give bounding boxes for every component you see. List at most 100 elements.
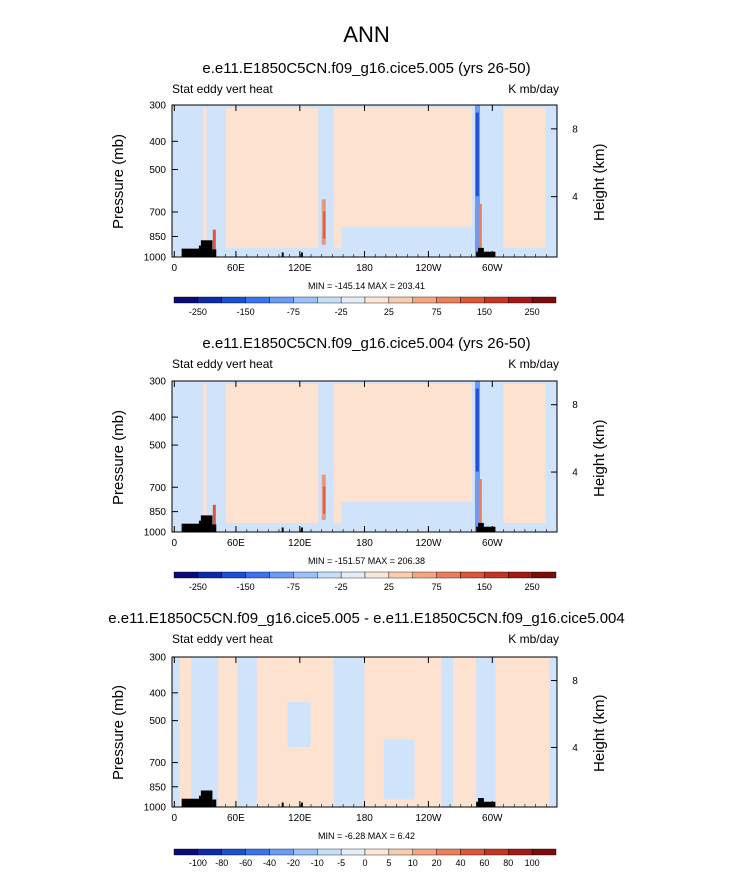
topography-mask	[200, 515, 213, 532]
positive-peak	[478, 479, 482, 525]
y-tick-label: 850	[149, 782, 166, 793]
topography-mask	[476, 526, 496, 532]
y-tick-label: 700	[149, 758, 166, 769]
colorbar-swatch	[317, 848, 342, 856]
colorbar-swatch	[269, 571, 294, 579]
positive-peak	[212, 229, 216, 250]
colorbar-swatch	[460, 296, 485, 304]
positive-region	[202, 384, 207, 523]
x-tick-label: 120W	[415, 263, 442, 274]
y-tick-label: 300	[149, 653, 166, 664]
colorbar-swatch	[508, 571, 533, 579]
colorbar-swatch	[412, 296, 437, 304]
x-tick-label: 120E	[288, 813, 312, 824]
y-right-tick-label: 8	[572, 676, 578, 687]
colorbar-label: 0	[362, 858, 367, 868]
topography-mask	[212, 799, 217, 807]
negative-region	[287, 702, 311, 747]
colorbar-swatch	[364, 848, 390, 856]
contour-field	[172, 105, 557, 257]
topography-mask	[300, 252, 303, 257]
x-tick-label: 0	[172, 813, 178, 824]
panel-title: e.e11.E1850C5CN.f09_g16.cice5.005 - e.e1…	[108, 610, 625, 627]
colorbar-label: -75	[287, 582, 300, 592]
panel-title: e.e11.E1850C5CN.f09_g16.cice5.004 (yrs 2…	[202, 335, 531, 352]
y-right-tick-label: 8	[572, 124, 578, 135]
colorbar-label: -150	[237, 307, 255, 317]
right-string: K mb/day	[508, 357, 559, 371]
topography-mask	[300, 527, 303, 532]
positive-region	[495, 657, 550, 807]
positive-region	[333, 108, 473, 248]
right-string: K mb/day	[508, 632, 559, 646]
colorbar-label: 250	[525, 582, 540, 592]
colorbar-swatch	[293, 848, 318, 856]
colorbar-swatch	[508, 296, 533, 304]
colorbar-swatch	[340, 848, 366, 856]
topography-mask	[181, 798, 203, 807]
topography-mask	[478, 798, 484, 807]
y-right-tick-label: 4	[572, 743, 578, 754]
colorbar-label: 100	[525, 858, 540, 868]
colorbar-label: 25	[384, 307, 394, 317]
topography-mask	[212, 524, 217, 532]
contour-field	[172, 657, 557, 807]
colorbar-label: -10	[311, 858, 324, 868]
y-tick-label: 1000	[144, 803, 167, 814]
topography-mask	[476, 251, 496, 257]
y-tick-label: 400	[149, 688, 166, 699]
colorbar-swatch	[221, 848, 246, 856]
y-tick-label: 850	[149, 507, 166, 518]
colorbar-label: -250	[189, 582, 207, 592]
positive-region	[333, 384, 473, 523]
colorbar-swatch	[197, 296, 222, 304]
x-tick-label: 0	[172, 263, 178, 274]
colorbar-label: 40	[455, 858, 465, 868]
y-tick-label: 700	[149, 483, 166, 494]
colorbar-swatch	[317, 296, 342, 304]
colorbar-swatch	[436, 848, 461, 856]
y-tick-label: 700	[149, 207, 166, 218]
x-tick-label: 120W	[415, 813, 442, 824]
x-tick-label: 60E	[227, 538, 245, 549]
colorbar-swatch	[293, 571, 318, 579]
colorbar-swatch	[364, 296, 390, 304]
colorbar-swatch	[412, 848, 437, 856]
colorbar-swatch	[508, 848, 533, 856]
positive-region	[453, 657, 477, 807]
colorbar-swatch	[388, 571, 413, 579]
colorbar-label: 20	[432, 858, 442, 868]
positive-region	[225, 384, 319, 523]
positive-peak	[323, 486, 326, 514]
x-tick-label: 60W	[482, 538, 503, 549]
colorbar-label: -20	[287, 858, 300, 868]
y-tick-label: 300	[149, 377, 166, 388]
x-tick-label: 60W	[482, 263, 503, 274]
negative-region	[172, 188, 192, 250]
panel-title: e.e11.E1850C5CN.f09_g16.cice5.005 (yrs 2…	[202, 60, 531, 77]
contour-field	[172, 381, 557, 532]
y-right-tick-label: 4	[572, 468, 578, 479]
topography-mask	[300, 802, 303, 807]
colorbar-label: -25	[335, 307, 348, 317]
colorbar-swatch	[173, 296, 199, 304]
topography-mask	[281, 252, 284, 257]
colorbar-label: 150	[477, 582, 492, 592]
topography-mask	[478, 522, 484, 532]
colorbar-swatch	[484, 571, 509, 579]
x-tick-label: 120E	[288, 538, 312, 549]
topography-mask	[181, 248, 203, 257]
x-tick-label: 60E	[227, 263, 245, 274]
y-tick-label: 1000	[144, 528, 167, 539]
colorbar-swatch	[412, 571, 437, 579]
topography-mask	[200, 240, 213, 257]
colorbar-swatch	[484, 296, 509, 304]
positive-region	[218, 657, 238, 807]
y-right-tick-label: 4	[572, 192, 578, 203]
positive-region	[179, 657, 192, 807]
min-max-label: MIN = -151.57 MAX = 206.38	[307, 556, 426, 566]
x-tick-label: 180	[356, 538, 373, 549]
colorbar-label: 150	[477, 307, 492, 317]
colorbar-label: 60	[479, 858, 489, 868]
